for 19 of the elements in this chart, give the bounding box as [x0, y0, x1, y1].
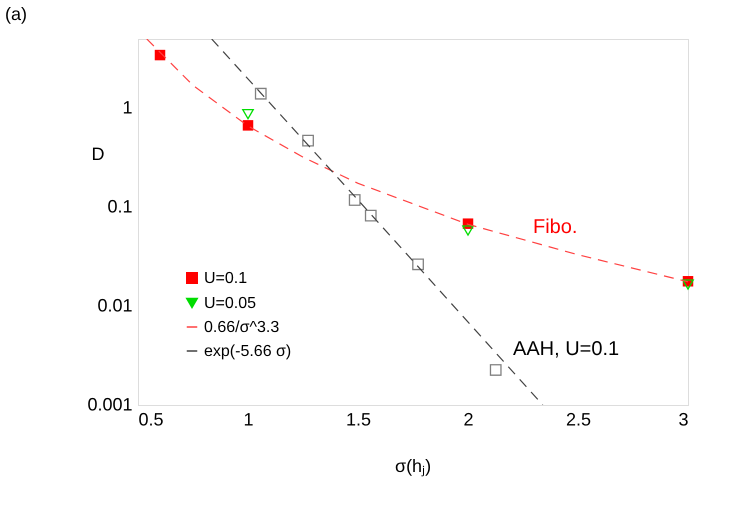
legend-label: U=0.05	[204, 295, 256, 312]
annotation: AAH, U=0.1	[513, 338, 620, 360]
x-tick-label: 2.5	[566, 410, 592, 430]
y-tick-label: 0.001	[87, 394, 132, 414]
legend-label: 0.66/σ^3.3	[204, 319, 280, 336]
y-axis-title: D	[92, 144, 104, 164]
x-tick-label: 1.5	[346, 410, 372, 430]
x-tick-label: 2	[463, 410, 474, 430]
legend-label: exp(-5.66 σ)	[204, 343, 292, 360]
x-tick-label: 3	[678, 410, 688, 430]
y-tick-label: 0.01	[97, 296, 132, 316]
x-tick-label: 0.5	[138, 410, 164, 430]
x-axis-title: σ(hⱼ)	[394, 456, 432, 477]
x-tick-label: 1	[243, 410, 254, 430]
annotation: Fibo.	[533, 216, 578, 238]
text: (a)	[5, 4, 27, 24]
y-tick-label: 0.1	[107, 196, 132, 217]
y-tick-label: 1	[122, 98, 132, 118]
legend-label: U=0.1	[204, 270, 248, 287]
